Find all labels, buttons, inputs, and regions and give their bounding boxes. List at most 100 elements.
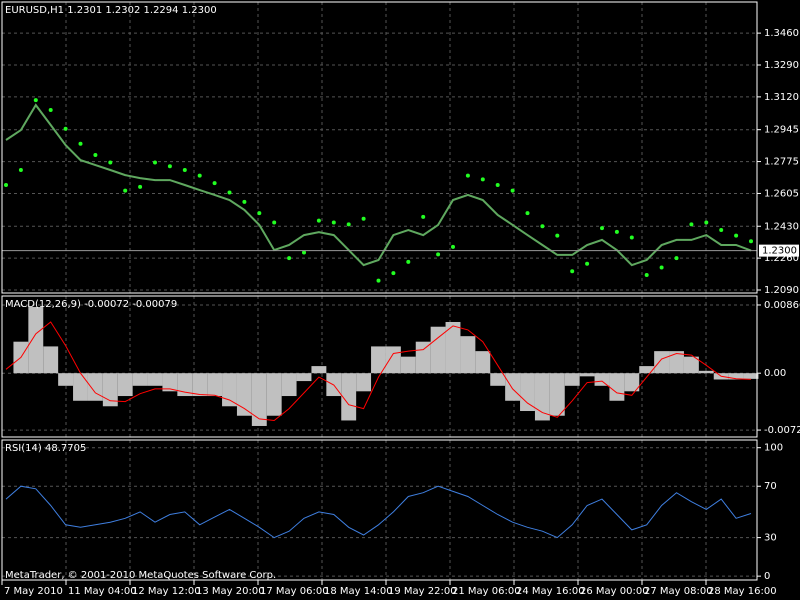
histogram-bar bbox=[743, 373, 759, 379]
sar-dot bbox=[391, 271, 396, 276]
sar-dot bbox=[734, 233, 739, 238]
histogram-bar bbox=[192, 373, 208, 397]
histogram-bar bbox=[430, 326, 446, 374]
pane-title: MACD(12,26,9) -0.00072 -0.00079 bbox=[5, 299, 177, 310]
sar-dot bbox=[406, 259, 411, 264]
sar-dot bbox=[540, 224, 545, 229]
sar-dot bbox=[227, 190, 232, 195]
histogram-bar bbox=[102, 373, 118, 407]
current-price-label: 1.2300 bbox=[762, 246, 797, 257]
sar-dot bbox=[495, 183, 500, 187]
sar-dot bbox=[302, 250, 306, 255]
sar-dot bbox=[644, 273, 649, 277]
current-price-box bbox=[759, 244, 799, 257]
histogram-bar bbox=[43, 346, 59, 374]
sar-dot bbox=[510, 188, 515, 193]
histogram-bar bbox=[624, 373, 640, 392]
y-tick-label: 0.00 bbox=[764, 368, 786, 379]
histogram-bar bbox=[341, 373, 357, 421]
sar-dot bbox=[93, 153, 98, 157]
sar-dot bbox=[480, 177, 485, 182]
time-label: 12 May 12:00 bbox=[132, 586, 201, 597]
sar-dot bbox=[361, 216, 366, 221]
histogram-bar bbox=[490, 373, 506, 386]
histogram-bar bbox=[87, 373, 103, 401]
y-tick-label: 30 bbox=[764, 533, 777, 544]
y-tick-label: 70 bbox=[764, 481, 777, 492]
y-tick-label: -0.00722 bbox=[764, 425, 800, 436]
sar-dot bbox=[659, 265, 664, 270]
histogram-bar bbox=[505, 373, 521, 401]
y-tick-label: 1.3290 bbox=[764, 60, 799, 71]
histogram-bar bbox=[222, 373, 237, 407]
sar-dot bbox=[629, 235, 634, 240]
histogram-bar bbox=[445, 321, 461, 374]
histogram-bar bbox=[207, 373, 223, 397]
histogram-bar bbox=[654, 351, 670, 374]
histogram-bar bbox=[296, 373, 312, 382]
histogram-bar bbox=[549, 373, 565, 416]
histogram-bar bbox=[460, 336, 476, 374]
sar-dot bbox=[436, 252, 441, 257]
sar-dot bbox=[63, 126, 68, 131]
sar-dot bbox=[570, 269, 575, 274]
histogram-bar bbox=[400, 356, 416, 374]
sar-dot bbox=[197, 173, 202, 178]
y-tick-label: 1.3120 bbox=[764, 92, 799, 103]
sar-dot bbox=[167, 164, 172, 169]
histogram-bar bbox=[73, 373, 88, 401]
histogram-bar bbox=[371, 346, 386, 374]
sar-dot bbox=[331, 220, 336, 225]
sar-dot bbox=[48, 108, 53, 112]
sar-dot bbox=[316, 218, 321, 223]
time-label: 18 May 14:00 bbox=[324, 586, 393, 597]
time-label: 27 May 08:00 bbox=[644, 586, 713, 597]
histogram-bar bbox=[132, 373, 148, 386]
sar-dot bbox=[346, 222, 351, 227]
sar-dot bbox=[242, 199, 247, 204]
sar-dot bbox=[138, 184, 143, 189]
sar-dot bbox=[525, 211, 530, 216]
histogram-bar bbox=[579, 373, 595, 377]
histogram-bar bbox=[311, 366, 327, 374]
time-label: 26 May 00:00 bbox=[580, 586, 649, 597]
sar-dot bbox=[4, 183, 8, 187]
y-tick-label: 0.00866 bbox=[764, 300, 800, 311]
time-label: 24 May 16:00 bbox=[516, 586, 585, 597]
sar-dot bbox=[182, 168, 187, 172]
time-label: 28 May 16:00 bbox=[708, 586, 777, 597]
y-tick-label: 1.2775 bbox=[764, 157, 799, 168]
y-tick-label: 100 bbox=[764, 443, 783, 454]
sar-dot bbox=[123, 188, 128, 193]
copyright: MetaTrader, © 2001-2010 MetaQuotes Softw… bbox=[5, 570, 276, 581]
histogram-bar bbox=[609, 373, 625, 401]
sar-dot bbox=[614, 229, 619, 234]
histogram-bar bbox=[475, 351, 491, 374]
histogram-bar bbox=[177, 373, 193, 397]
histogram-bar bbox=[58, 373, 74, 386]
sar-dot bbox=[108, 160, 113, 165]
y-tick-label: 1.2260 bbox=[764, 253, 799, 264]
sar-dot bbox=[18, 168, 23, 172]
histogram-bar bbox=[266, 373, 282, 416]
sar-dot bbox=[689, 222, 694, 227]
sar-dot bbox=[153, 160, 157, 165]
histogram-bar bbox=[728, 373, 744, 380]
pane-border bbox=[1, 439, 758, 581]
time-label: 21 May 06:00 bbox=[452, 586, 521, 597]
sar-dot bbox=[272, 220, 277, 225]
sar-dot bbox=[555, 233, 560, 238]
pane-title: EURUSD,H1 1.2301 1.2302 1.2294 1.2300 bbox=[5, 5, 217, 16]
histogram-bar bbox=[147, 373, 163, 386]
histogram-bar bbox=[698, 370, 714, 374]
y-tick-label: 1.3460 bbox=[764, 28, 799, 39]
pane-border bbox=[1, 1, 758, 294]
sar-dot bbox=[719, 228, 724, 232]
time-label: 17 May 06:00 bbox=[260, 586, 329, 597]
sar-dot bbox=[212, 181, 217, 186]
histogram-bar bbox=[385, 346, 401, 374]
y-tick-label: 0 bbox=[764, 571, 770, 582]
pane-border bbox=[1, 295, 758, 438]
y-tick-label: 1.2430 bbox=[764, 221, 799, 232]
